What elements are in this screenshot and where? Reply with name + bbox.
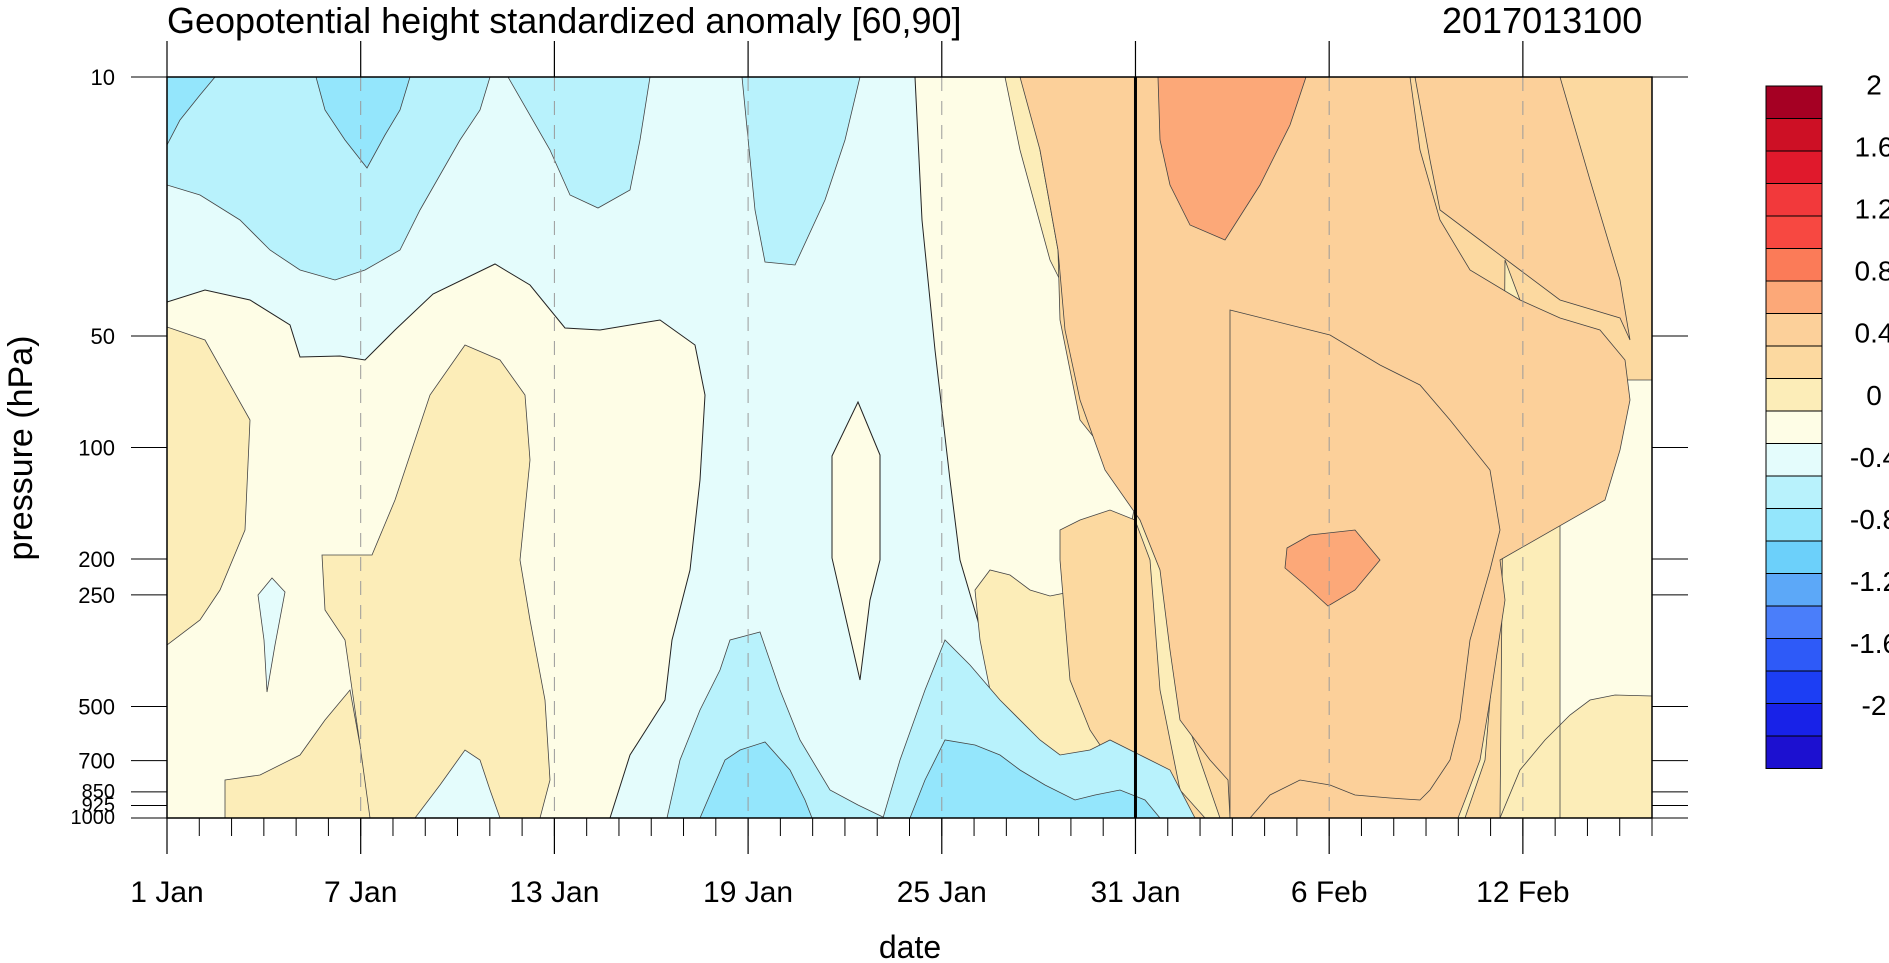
colorbar-swatch <box>1765 638 1823 672</box>
colorbar-label: 0 <box>1866 380 1882 411</box>
x-tick-label: 19 Jan <box>703 876 793 909</box>
chart-timestamp: 2017013100 <box>1442 0 1643 41</box>
y-tick-label: 100 <box>78 436 115 461</box>
y-tick-label: 50 <box>91 324 115 349</box>
contour-region <box>1098 77 1652 341</box>
x-tick-label: 25 Jan <box>897 876 987 909</box>
colorbar-swatch <box>1765 313 1823 347</box>
colorbar-label: 2 <box>1866 70 1882 101</box>
x-tick-label: 7 Jan <box>324 876 397 909</box>
y-tick-label: 10 <box>91 65 115 90</box>
y-tick-label: 500 <box>78 694 115 719</box>
colorbar-swatch <box>1765 280 1823 314</box>
colorbar-swatch <box>1765 508 1823 542</box>
colorbar-label: 1.6 <box>1855 132 1889 163</box>
colorbar-label: 0.8 <box>1855 256 1889 287</box>
colorbar-swatch <box>1765 118 1823 152</box>
contour-region <box>699 741 813 818</box>
colorbar-swatch <box>1765 735 1823 769</box>
contour-region <box>909 739 1161 818</box>
colorbar-label: -1.6 <box>1850 628 1889 659</box>
x-tick-label: 12 Feb <box>1476 876 1569 909</box>
colorbar-swatch <box>1765 410 1823 444</box>
x-tick-label: 6 Feb <box>1291 876 1368 909</box>
colorbar-swatch <box>1765 248 1823 282</box>
chart-title: Geopotential height standardized anomaly… <box>167 0 962 41</box>
contour-region <box>224 689 371 818</box>
contour-region <box>321 344 551 818</box>
colorbar-swatch <box>1765 573 1823 607</box>
contour-region <box>167 77 216 146</box>
colorbar: 2 1.6 1.2 0.8 0.4 0 -0.4 -0.8 -1.2 -1.6 -2 <box>1765 70 1889 769</box>
x-axis-label: date <box>879 929 941 963</box>
contour-region <box>414 749 501 818</box>
y-tick-label: 700 <box>78 749 115 774</box>
colorbar-swatch <box>1765 345 1823 379</box>
contour-region <box>741 77 861 266</box>
x-tick-label: 1 Jan <box>130 876 203 909</box>
colorbar-swatch <box>1765 150 1823 184</box>
contour-region <box>1284 529 1381 607</box>
colorbar-swatch <box>1765 378 1823 412</box>
x-tick-label: 31 Jan <box>1090 876 1180 909</box>
colorbar-label: 1.2 <box>1855 194 1889 225</box>
y-tick-label: 1000 <box>71 807 116 829</box>
contour-region <box>315 77 411 169</box>
contour-region <box>167 77 491 281</box>
colorbar-swatch <box>1765 443 1823 477</box>
colorbar-swatch <box>1765 670 1823 704</box>
y-tick-label: 925 <box>82 794 115 816</box>
colorbar-swatch <box>1765 605 1823 639</box>
colorbar-swatch <box>1765 703 1823 737</box>
colorbar-swatch <box>1765 183 1823 217</box>
colorbar-label: -1.2 <box>1850 566 1889 597</box>
y-tick-label: 850 <box>82 781 115 803</box>
contour-region <box>167 326 251 646</box>
contour-region <box>507 77 651 209</box>
colorbar-swatch <box>1765 475 1823 509</box>
x-axis: 1 Jan 7 Jan 13 Jan 19 Jan 25 Jan 31 Jan 6 Feb 1… <box>130 41 1653 909</box>
colorbar-label: -0.8 <box>1850 504 1889 535</box>
contour-region <box>1157 77 1307 241</box>
colorbar-swatch <box>1765 215 1823 249</box>
y-axis-label: pressure (hPa) <box>2 336 40 561</box>
y-tick-label: 250 <box>78 583 115 608</box>
x-tick-label: 13 Jan <box>509 876 599 909</box>
contour-region <box>257 577 286 693</box>
y-tick-label: 200 <box>78 547 115 572</box>
colorbar-swatch <box>1765 540 1823 574</box>
colorbar-label: -2 <box>1862 690 1887 721</box>
colorbar-label: -0.4 <box>1850 442 1889 473</box>
contour-region <box>831 400 881 681</box>
colorbar-swatch <box>1765 85 1823 119</box>
contour-fill-layer <box>167 77 1652 818</box>
colorbar-label: 0.4 <box>1855 318 1889 349</box>
